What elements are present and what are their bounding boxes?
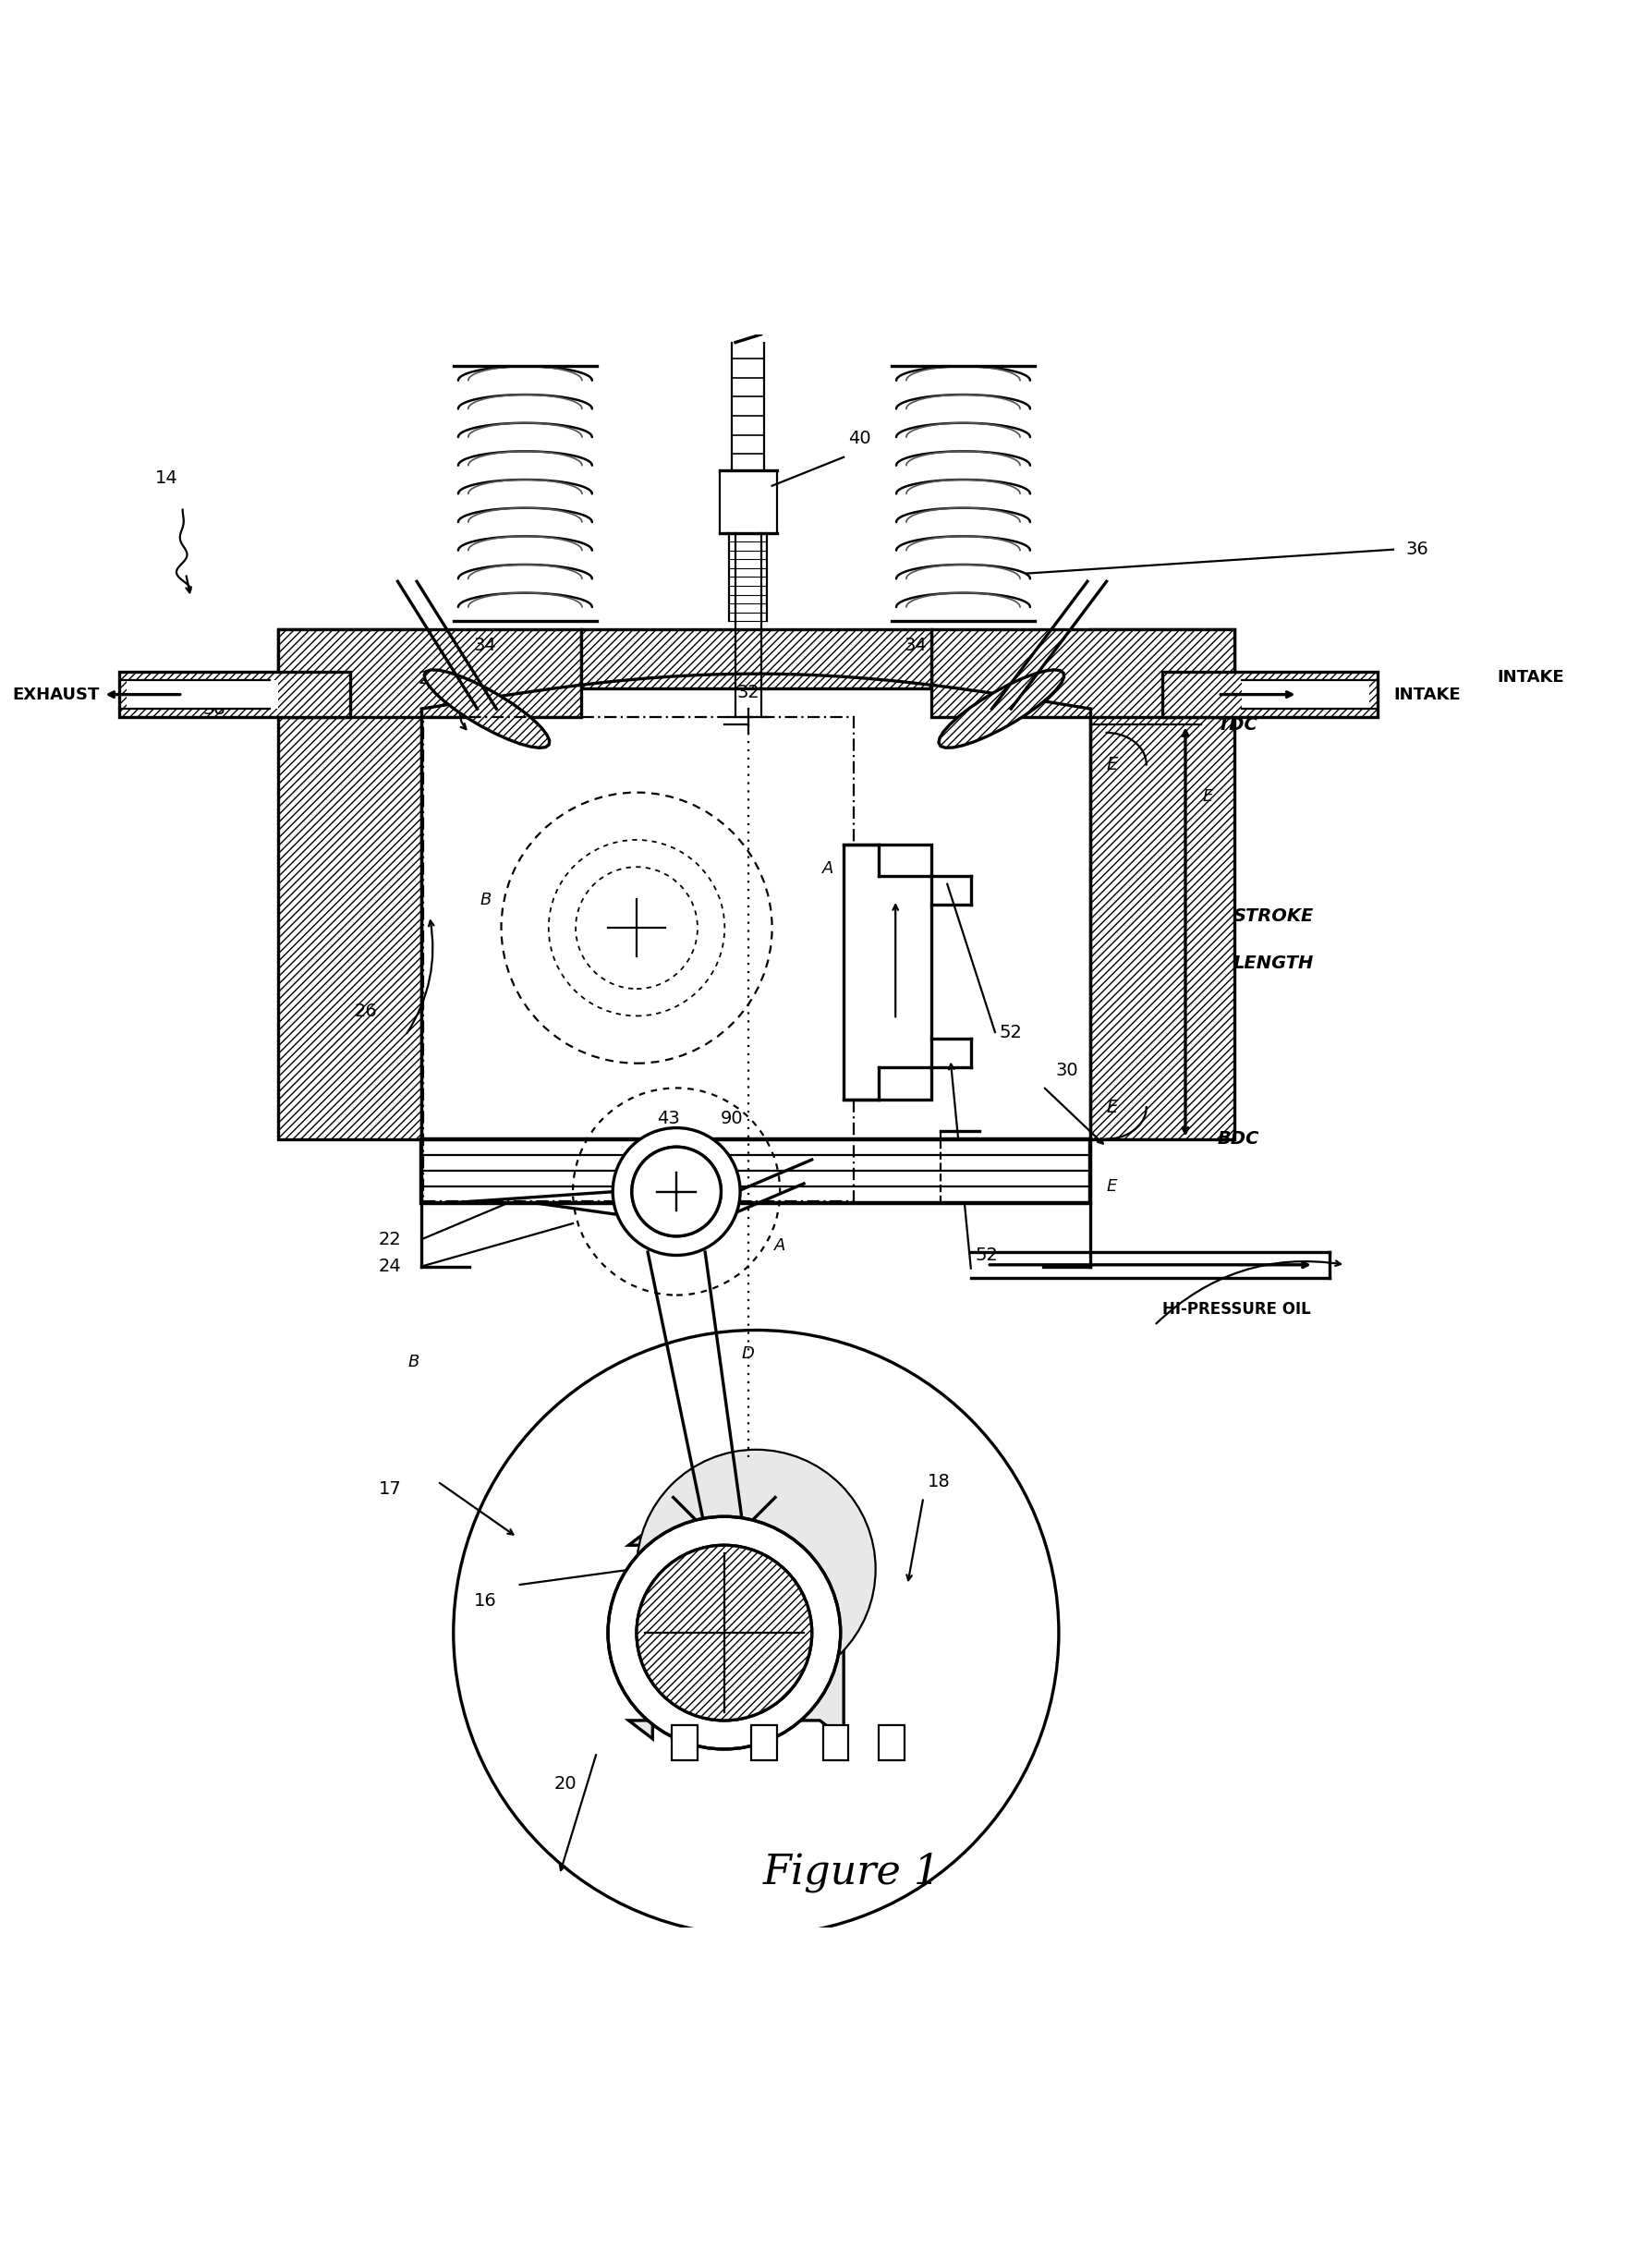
Text: LENGTH: LENGTH <box>1232 955 1313 973</box>
Text: 26: 26 <box>418 670 441 688</box>
Text: 43: 43 <box>657 1108 681 1126</box>
Circle shape <box>613 1129 740 1255</box>
Polygon shape <box>629 1527 844 1739</box>
Text: 38: 38 <box>203 699 226 717</box>
Polygon shape <box>938 670 1064 749</box>
Text: INTAKE: INTAKE <box>1497 670 1564 685</box>
Bar <box>1163 672 1378 717</box>
Bar <box>127 681 278 708</box>
Text: E: E <box>1107 756 1118 774</box>
Text: C: C <box>742 1586 753 1601</box>
Text: 18: 18 <box>928 1473 950 1491</box>
Circle shape <box>636 1545 811 1721</box>
Text: A: A <box>775 1237 786 1253</box>
Text: HI-PRESSURE OIL: HI-PRESSURE OIL <box>1163 1301 1310 1319</box>
Bar <box>672 1726 697 1760</box>
Text: 14: 14 <box>155 468 178 486</box>
Bar <box>844 844 932 1099</box>
Bar <box>421 1140 1090 1203</box>
Circle shape <box>631 1147 720 1235</box>
Text: E: E <box>1203 787 1213 805</box>
Bar <box>1090 629 1234 1140</box>
Text: 52: 52 <box>976 1246 998 1264</box>
Text: 22: 22 <box>378 1231 401 1249</box>
Bar <box>932 629 1234 717</box>
Circle shape <box>636 1545 811 1721</box>
Bar <box>423 717 854 1201</box>
Text: 90: 90 <box>720 1108 743 1126</box>
Text: E: E <box>1107 1099 1118 1115</box>
Text: 34: 34 <box>474 636 497 654</box>
Text: BDC: BDC <box>1218 1131 1259 1147</box>
Text: EXHAUST: EXHAUST <box>13 685 99 703</box>
Text: 20: 20 <box>553 1776 577 1794</box>
Text: STROKE: STROKE <box>1232 907 1313 925</box>
Text: B: B <box>408 1353 420 1371</box>
Text: E: E <box>1107 1179 1117 1194</box>
Circle shape <box>608 1516 841 1749</box>
Text: 40: 40 <box>847 430 871 448</box>
Bar <box>1242 681 1370 708</box>
Text: INTAKE: INTAKE <box>1393 685 1460 703</box>
Bar <box>119 672 350 717</box>
Text: 17: 17 <box>378 1482 401 1497</box>
Polygon shape <box>425 670 550 749</box>
Text: D: D <box>742 1346 755 1362</box>
Circle shape <box>636 1450 876 1687</box>
Bar <box>278 629 421 1140</box>
Bar <box>421 629 1090 717</box>
Text: 16: 16 <box>474 1592 497 1611</box>
Text: Figure 1: Figure 1 <box>763 1853 940 1893</box>
Circle shape <box>631 1147 720 1235</box>
Text: 34: 34 <box>904 636 927 654</box>
Bar <box>879 1726 904 1760</box>
Text: B: B <box>479 891 491 909</box>
Text: 30: 30 <box>1056 1061 1079 1079</box>
Text: 26: 26 <box>355 1002 377 1020</box>
Bar <box>278 629 582 717</box>
Text: 24: 24 <box>378 1258 401 1276</box>
Text: 32: 32 <box>737 683 760 701</box>
Text: 52: 52 <box>999 1022 1023 1041</box>
Bar <box>823 1726 849 1760</box>
Text: 36: 36 <box>1406 541 1429 559</box>
Text: TDC: TDC <box>1218 717 1257 733</box>
Bar <box>582 629 932 688</box>
Bar <box>752 1726 776 1760</box>
Text: A: A <box>823 860 834 875</box>
